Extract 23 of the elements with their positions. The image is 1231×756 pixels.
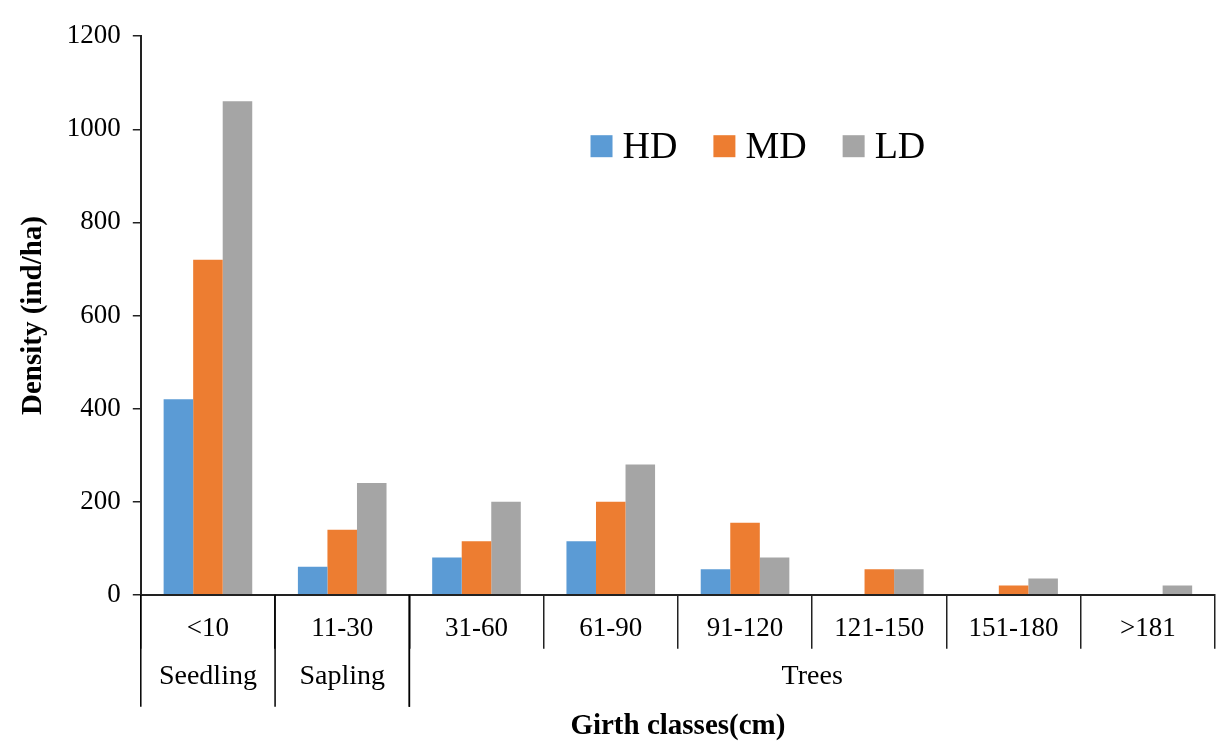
x-tick-label: 31-60	[444, 612, 508, 643]
x-tick-label: 11-30	[311, 612, 374, 643]
text: Seedling	[158, 659, 257, 691]
y-tick-label: 400	[80, 391, 121, 422]
x-tick-label: >181	[1120, 612, 1176, 643]
y-tick-label: 1200	[66, 19, 121, 50]
text: Sapling	[299, 659, 385, 691]
legend-label: MD	[745, 124, 807, 167]
y-tick-label: 200	[80, 484, 121, 515]
y-tick-label: 800	[80, 205, 121, 236]
x-axis-title: Girth classes(cm)	[570, 708, 786, 742]
y-tick-label: 0	[107, 577, 121, 608]
y-axis-title: Density (ind/ha)	[14, 215, 48, 416]
legend-label: LD	[874, 124, 926, 167]
x-tick-label: 121-150	[834, 612, 925, 643]
x-tick-label: 91-120	[706, 612, 784, 643]
y-tick-label: 600	[80, 298, 121, 329]
text: Trees	[781, 659, 843, 691]
legend-label: HD	[622, 124, 678, 167]
x-tick-label: <10	[186, 612, 230, 643]
x-tick-label: 151-180	[968, 612, 1059, 643]
y-tick-label: 1000	[66, 112, 121, 143]
x-tick-label: 61-90	[579, 612, 643, 643]
